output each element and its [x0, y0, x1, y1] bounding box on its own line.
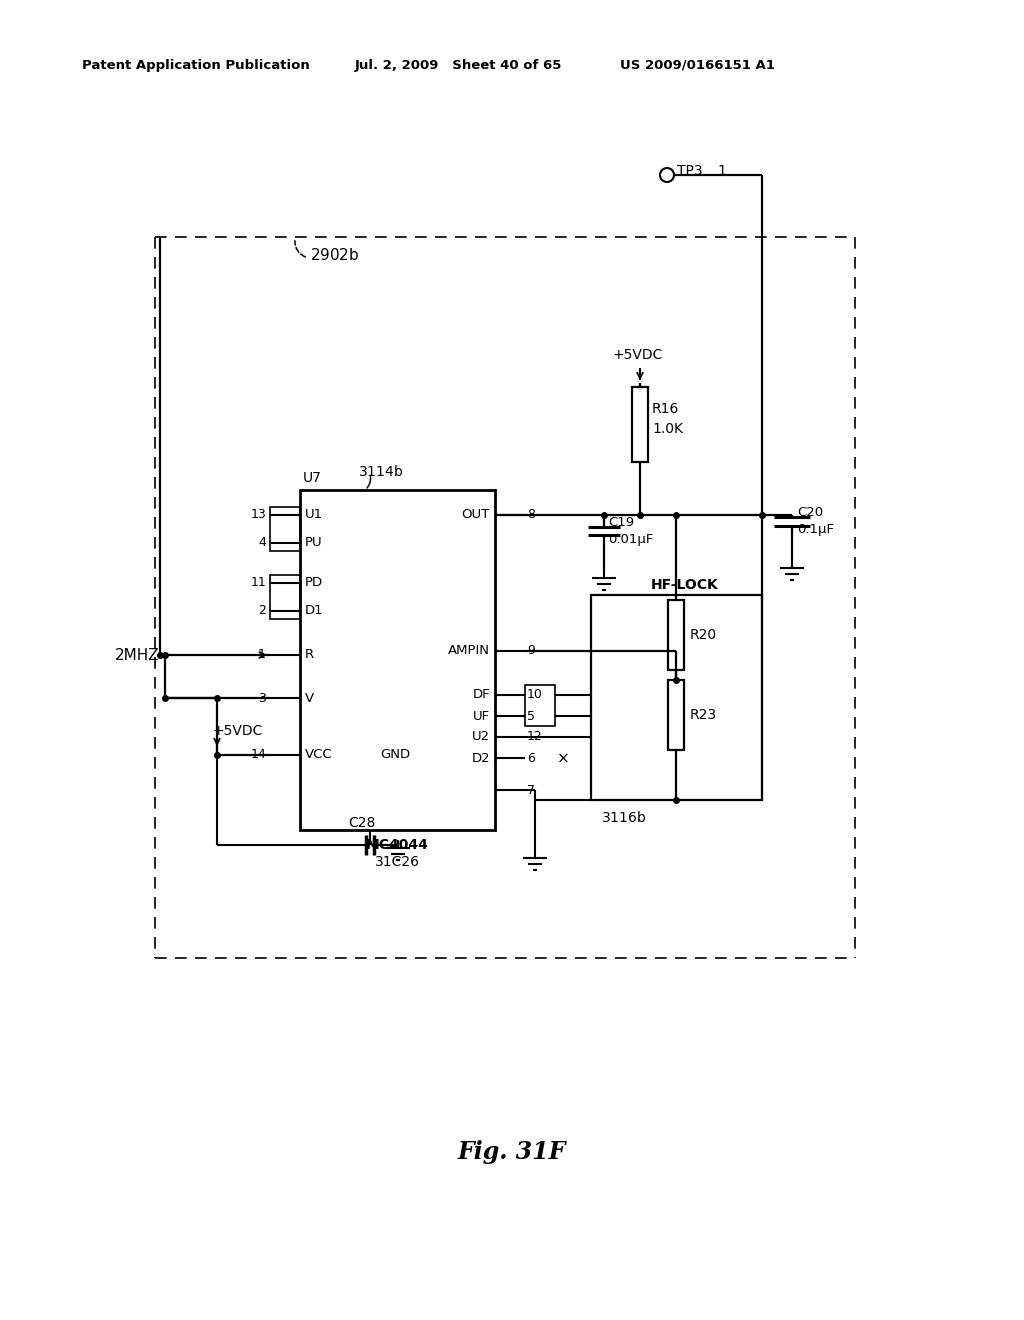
Text: U1: U1 — [305, 508, 324, 521]
Text: $\mathsf{3114b}$: $\mathsf{3114b}$ — [358, 465, 403, 479]
Text: 2MHZ: 2MHZ — [116, 648, 160, 663]
Bar — [632, 387, 648, 462]
Text: 31C26: 31C26 — [375, 855, 420, 869]
Text: 4: 4 — [258, 536, 266, 549]
Text: VCC: VCC — [305, 748, 333, 762]
Text: MC4044: MC4044 — [366, 838, 429, 851]
Text: 14: 14 — [250, 748, 266, 762]
Text: C20: C20 — [797, 507, 823, 520]
Text: R: R — [305, 648, 314, 661]
Text: +5VDC: +5VDC — [212, 723, 262, 738]
Text: +5VDC: +5VDC — [612, 348, 663, 362]
Text: 1: 1 — [717, 164, 726, 178]
Bar — [668, 680, 684, 750]
Text: R20: R20 — [690, 628, 717, 642]
Text: C19: C19 — [608, 516, 634, 528]
Text: 1.0K: 1.0K — [652, 422, 683, 436]
Text: 0.01μF: 0.01μF — [608, 532, 653, 545]
Text: DF: DF — [472, 689, 490, 701]
Text: 9: 9 — [527, 644, 535, 657]
Text: 12: 12 — [527, 730, 543, 743]
Text: HF-LOCK: HF-LOCK — [651, 578, 719, 591]
Bar — [525, 685, 555, 726]
Text: 0.1μF: 0.1μF — [797, 523, 834, 536]
Text: 2: 2 — [258, 605, 266, 618]
Text: R16: R16 — [652, 403, 679, 416]
Text: U7: U7 — [303, 471, 322, 484]
Text: R23: R23 — [690, 708, 717, 722]
Bar — [270, 507, 300, 550]
Text: 6: 6 — [527, 751, 535, 764]
Text: 10: 10 — [527, 689, 543, 701]
Text: 8: 8 — [527, 508, 535, 521]
Text: $\mathsf{2902b}$: $\mathsf{2902b}$ — [310, 247, 359, 263]
Text: 1: 1 — [258, 648, 266, 661]
Text: $\mathsf{3116b}$: $\mathsf{3116b}$ — [601, 810, 646, 825]
Bar — [591, 595, 762, 800]
Text: Fig. 31F: Fig. 31F — [458, 1140, 566, 1164]
Text: TP3: TP3 — [677, 164, 702, 178]
Text: V: V — [305, 692, 314, 705]
Bar — [668, 601, 684, 671]
Text: UF: UF — [473, 710, 490, 722]
Text: 3: 3 — [258, 692, 266, 705]
Text: D2: D2 — [471, 751, 490, 764]
Text: C28: C28 — [348, 816, 376, 830]
Text: 11: 11 — [250, 577, 266, 590]
Text: 5: 5 — [527, 710, 535, 722]
Text: AMPIN: AMPIN — [449, 644, 490, 657]
Text: Patent Application Publication: Patent Application Publication — [82, 58, 309, 71]
Text: ×: × — [557, 751, 569, 767]
Text: 13: 13 — [250, 508, 266, 521]
Bar — [270, 576, 300, 619]
Bar — [300, 490, 495, 830]
Text: D1: D1 — [305, 605, 324, 618]
Text: Jul. 2, 2009   Sheet 40 of 65: Jul. 2, 2009 Sheet 40 of 65 — [355, 58, 562, 71]
Text: OUT: OUT — [462, 508, 490, 521]
Text: U2: U2 — [472, 730, 490, 743]
Text: PU: PU — [305, 536, 323, 549]
Text: 7: 7 — [527, 784, 535, 796]
Text: GND: GND — [380, 747, 411, 760]
Text: PD: PD — [305, 577, 324, 590]
Text: US 2009/0166151 A1: US 2009/0166151 A1 — [620, 58, 775, 71]
